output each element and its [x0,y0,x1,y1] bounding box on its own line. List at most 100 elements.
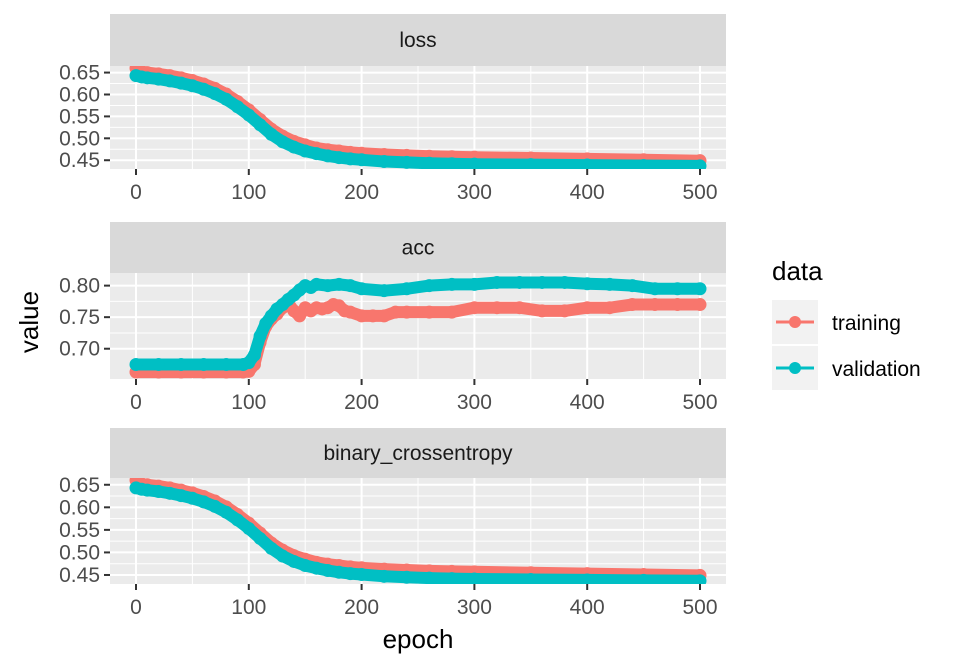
data-point-validation [558,275,572,289]
data-point-validation [400,282,414,296]
x-tick-label: 300 [457,391,492,414]
data-point-validation [693,282,707,296]
data-point-validation [219,357,233,371]
data-point-validation [355,282,369,296]
data-point-validation [264,127,278,141]
data-point-training [422,305,436,319]
data-point-training [535,304,549,318]
legend: data training validation [772,256,921,390]
data-point-validation [467,277,481,291]
data-point-validation [524,158,538,169]
data-point-validation [140,71,154,85]
data-point-validation [524,572,538,584]
data-point-validation [467,157,481,169]
strip-title: binary_crossentropy [323,442,513,465]
data-point-validation [445,277,459,291]
x-tick-label: 0 [130,596,142,619]
data-point-validation [163,486,177,500]
data-point-validation [637,158,651,169]
data-point-validation [490,275,504,289]
x-tick-label: 400 [570,181,605,204]
data-point-validation [197,495,211,509]
y-tick-label: 0.80 [59,275,100,298]
data-point-validation [276,549,290,563]
data-point-validation [321,279,335,293]
strip-background [110,428,726,478]
data-point-training [445,305,459,319]
x-tick-label: 200 [344,391,379,414]
y-tick-label: 0.45 [59,149,100,172]
data-point-training [343,305,357,319]
data-point-validation [603,277,617,291]
legend-entries: training validation [772,300,921,390]
data-point-validation [648,282,662,296]
data-point-validation [332,565,346,579]
data-point-training [603,301,617,315]
data-point-training [366,309,380,323]
data-point-validation [332,151,346,165]
data-point-validation [355,153,369,167]
data-point-validation [298,144,312,158]
y-tick-label: 0.60 [59,83,100,106]
data-point-validation [535,275,549,289]
x-tick-label: 400 [570,596,605,619]
x-tick-label: 500 [682,391,717,414]
data-point-validation [185,491,199,505]
x-tick-label: 100 [231,596,266,619]
data-point-validation [208,499,222,513]
data-point-validation [321,563,335,577]
data-point-validation [231,513,245,527]
data-point-validation [309,561,323,575]
data-point-validation [287,554,301,568]
data-point-validation [343,152,357,166]
y-tick-label: 0.65 [59,474,100,497]
y-tick-label: 0.50 [59,541,100,564]
data-point-validation [309,277,323,291]
y-tick-label: 0.50 [59,127,100,150]
data-point-training [388,305,402,319]
data-point-validation [422,156,436,169]
data-point-validation [253,329,267,343]
y-tick-label: 0.75 [59,306,100,329]
series-layer [129,275,707,379]
data-point-validation [242,522,256,536]
series-layer [129,478,707,584]
x-tick-label: 400 [570,391,605,414]
series-layer [129,66,707,169]
data-point-validation [343,279,357,293]
y-tick-label: 0.65 [59,62,100,85]
data-point-validation [197,357,211,371]
data-point-validation [309,147,323,161]
x-tick-label: 300 [457,181,492,204]
data-point-validation [580,158,594,169]
strip-background [110,222,726,273]
y-axis-title: value [14,291,44,353]
strip-title: acc [402,237,435,260]
data-point-validation [693,159,707,169]
panel-acc: acc 0 100 200 300 400 500 0.70 0.75 0.80 [59,222,726,414]
data-point-validation [219,92,233,106]
strip-title: loss [399,29,436,52]
data-point-validation [445,572,459,584]
data-point-validation [140,483,154,497]
x-tick-label: 100 [231,181,266,204]
data-point-validation [298,559,312,573]
data-point-validation [580,573,594,584]
strip-background [110,14,726,66]
data-point-validation [670,282,684,296]
legend-entry-training: training [772,300,901,344]
data-point-validation [637,573,651,584]
data-point-validation [253,118,267,132]
data-point-validation [152,485,166,499]
data-point-validation [580,277,594,291]
legend-title: data [772,256,823,286]
x-tick-label: 200 [344,181,379,204]
legend-key-point [789,362,801,374]
data-point-validation [219,505,233,519]
data-point-training [513,301,527,315]
data-point-validation [185,79,199,93]
data-point-validation [264,541,278,555]
data-point-validation [355,568,369,582]
